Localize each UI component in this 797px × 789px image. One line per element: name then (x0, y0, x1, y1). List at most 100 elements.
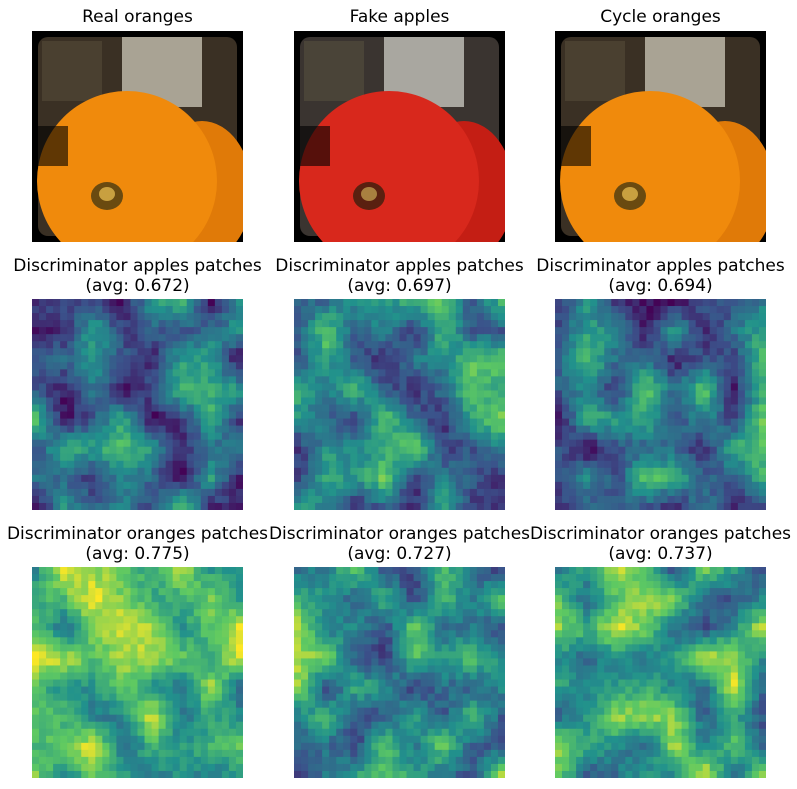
heatmap-cell (95, 404, 103, 413)
heatmap-cell (364, 474, 372, 483)
heatmap-cell (315, 686, 323, 695)
heatmap-cell (555, 630, 563, 638)
heatmap-cell (660, 306, 669, 314)
heatmap-cell (235, 439, 243, 448)
heatmap-cell (329, 299, 337, 307)
heatmap-cell (235, 644, 243, 652)
heatmap-cell (420, 502, 429, 510)
heatmap-cell (392, 574, 401, 582)
heatmap-cell (95, 460, 103, 469)
heatmap-cell (151, 763, 160, 772)
heatmap-cell (758, 376, 766, 384)
heatmap-cell (469, 383, 478, 392)
heatmap-cell (695, 495, 704, 504)
heatmap-cell (67, 432, 75, 441)
heatmap-cell (420, 728, 429, 737)
heatmap-cell (448, 679, 457, 688)
heatmap-cell (695, 341, 704, 349)
heatmap-cell (709, 602, 718, 610)
heatmap-cell (343, 721, 351, 730)
heatmap-cell (590, 306, 598, 314)
heatmap-cell (322, 474, 330, 483)
heatmap-cell (172, 574, 181, 582)
heatmap-cell (723, 651, 732, 660)
heatmap-cell (744, 658, 753, 667)
heatmap-cell (632, 609, 640, 617)
heatmap-cell (200, 460, 209, 469)
heatmap-cell (364, 602, 372, 610)
heatmap-cell (343, 588, 351, 596)
heatmap-cell (497, 721, 505, 730)
heatmap-cell (646, 644, 655, 652)
heatmap-cell (569, 502, 577, 510)
heatmap-cell (301, 481, 309, 490)
heatmap-cell (343, 404, 351, 413)
heatmap-cell (308, 348, 316, 356)
heatmap-cell (646, 453, 655, 462)
heatmap-cell (221, 404, 230, 413)
heatmap-cell (102, 581, 110, 589)
heatmap-cell (604, 630, 612, 638)
heatmap-cell (46, 658, 54, 667)
heatmap-cell (483, 574, 492, 582)
heatmap-cell (744, 651, 753, 660)
heatmap-cell (646, 495, 655, 504)
heatmap-cell (95, 348, 103, 356)
heatmap-cell (737, 446, 746, 455)
heatmap-cell (597, 467, 605, 476)
heatmap-cell (730, 362, 739, 370)
heatmap-cell (399, 453, 408, 462)
heatmap-cell (88, 686, 96, 695)
heatmap-cell (385, 574, 394, 582)
heatmap-cell (371, 474, 379, 483)
heatmap-cell (702, 404, 711, 413)
heatmap-cell (172, 665, 181, 674)
heatmap-cell (357, 616, 365, 624)
heatmap-cell (123, 418, 132, 427)
heatmap-cell (179, 404, 188, 413)
heatmap-cell (46, 714, 54, 723)
heatmap-cell (448, 502, 457, 510)
heatmap-cell (364, 651, 372, 660)
heatmap-cell (420, 390, 429, 399)
heatmap-cell (116, 770, 125, 778)
heatmap-cell (497, 376, 505, 384)
heatmap-cell (200, 763, 209, 772)
heatmap-cell (632, 383, 640, 392)
heatmap-cell (315, 369, 323, 377)
heatmap-cell (357, 567, 365, 575)
heatmap-cell (744, 446, 753, 455)
heatmap-cell (455, 714, 464, 723)
heatmap-cell (165, 623, 174, 631)
heatmap-cell (315, 735, 323, 744)
heatmap-cell (702, 623, 711, 631)
heatmap-cell (60, 383, 68, 392)
heatmap-cell (158, 453, 167, 462)
heatmap-cell (315, 602, 323, 610)
heatmap-cell (618, 474, 626, 483)
heatmap-cell (81, 763, 89, 772)
heatmap-cell (688, 658, 697, 667)
heatmap-cell (151, 306, 160, 314)
heatmap-cell (357, 658, 365, 667)
heatmap-cell (462, 341, 471, 349)
heatmap-cell (730, 446, 739, 455)
heatmap-cell (200, 735, 209, 744)
heatmap-cell (95, 588, 103, 596)
heatmap-cell (427, 355, 436, 363)
heatmap-cell (590, 609, 598, 617)
heatmap-cell (364, 735, 372, 744)
heatmap-cell (497, 749, 505, 758)
heatmap-cell (632, 495, 640, 504)
heatmap-cell (67, 327, 75, 335)
heatmap-cell (441, 609, 450, 617)
heatmap-cell (667, 644, 676, 652)
heatmap-cell (39, 700, 47, 709)
heatmap-cell (695, 609, 704, 617)
heatmap-cell (364, 355, 372, 363)
heatmap-cell (583, 672, 591, 681)
heatmap-cell (639, 348, 648, 356)
heatmap-cell (576, 609, 584, 617)
heatmap-cell (235, 735, 243, 744)
heatmap-cell (179, 474, 188, 483)
